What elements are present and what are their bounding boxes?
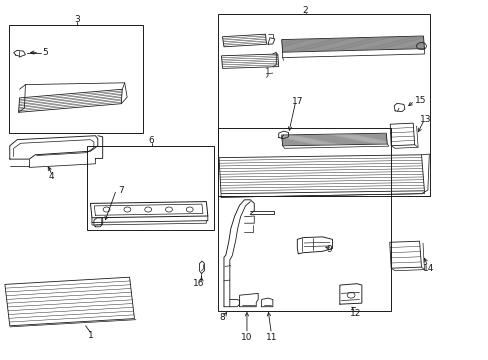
Text: 10: 10: [241, 333, 252, 342]
Text: 11: 11: [265, 333, 277, 342]
Text: 2: 2: [302, 6, 308, 15]
Text: 16: 16: [193, 279, 204, 288]
Text: 3: 3: [74, 15, 80, 24]
Bar: [217, 128, 390, 311]
Text: 13: 13: [419, 115, 430, 124]
Text: 12: 12: [349, 309, 361, 318]
Text: 1: 1: [87, 331, 93, 340]
Text: 7: 7: [118, 186, 124, 194]
Text: 14: 14: [422, 264, 434, 273]
Text: 17: 17: [291, 97, 303, 106]
Bar: [9, 25, 143, 133]
Text: 8: 8: [219, 313, 225, 322]
Text: 6: 6: [148, 136, 154, 145]
Text: 15: 15: [414, 96, 426, 105]
Text: 9: 9: [325, 245, 331, 253]
Text: 4: 4: [48, 172, 54, 181]
Bar: [217, 14, 429, 196]
Bar: [87, 146, 214, 230]
Text: 5: 5: [42, 48, 48, 57]
